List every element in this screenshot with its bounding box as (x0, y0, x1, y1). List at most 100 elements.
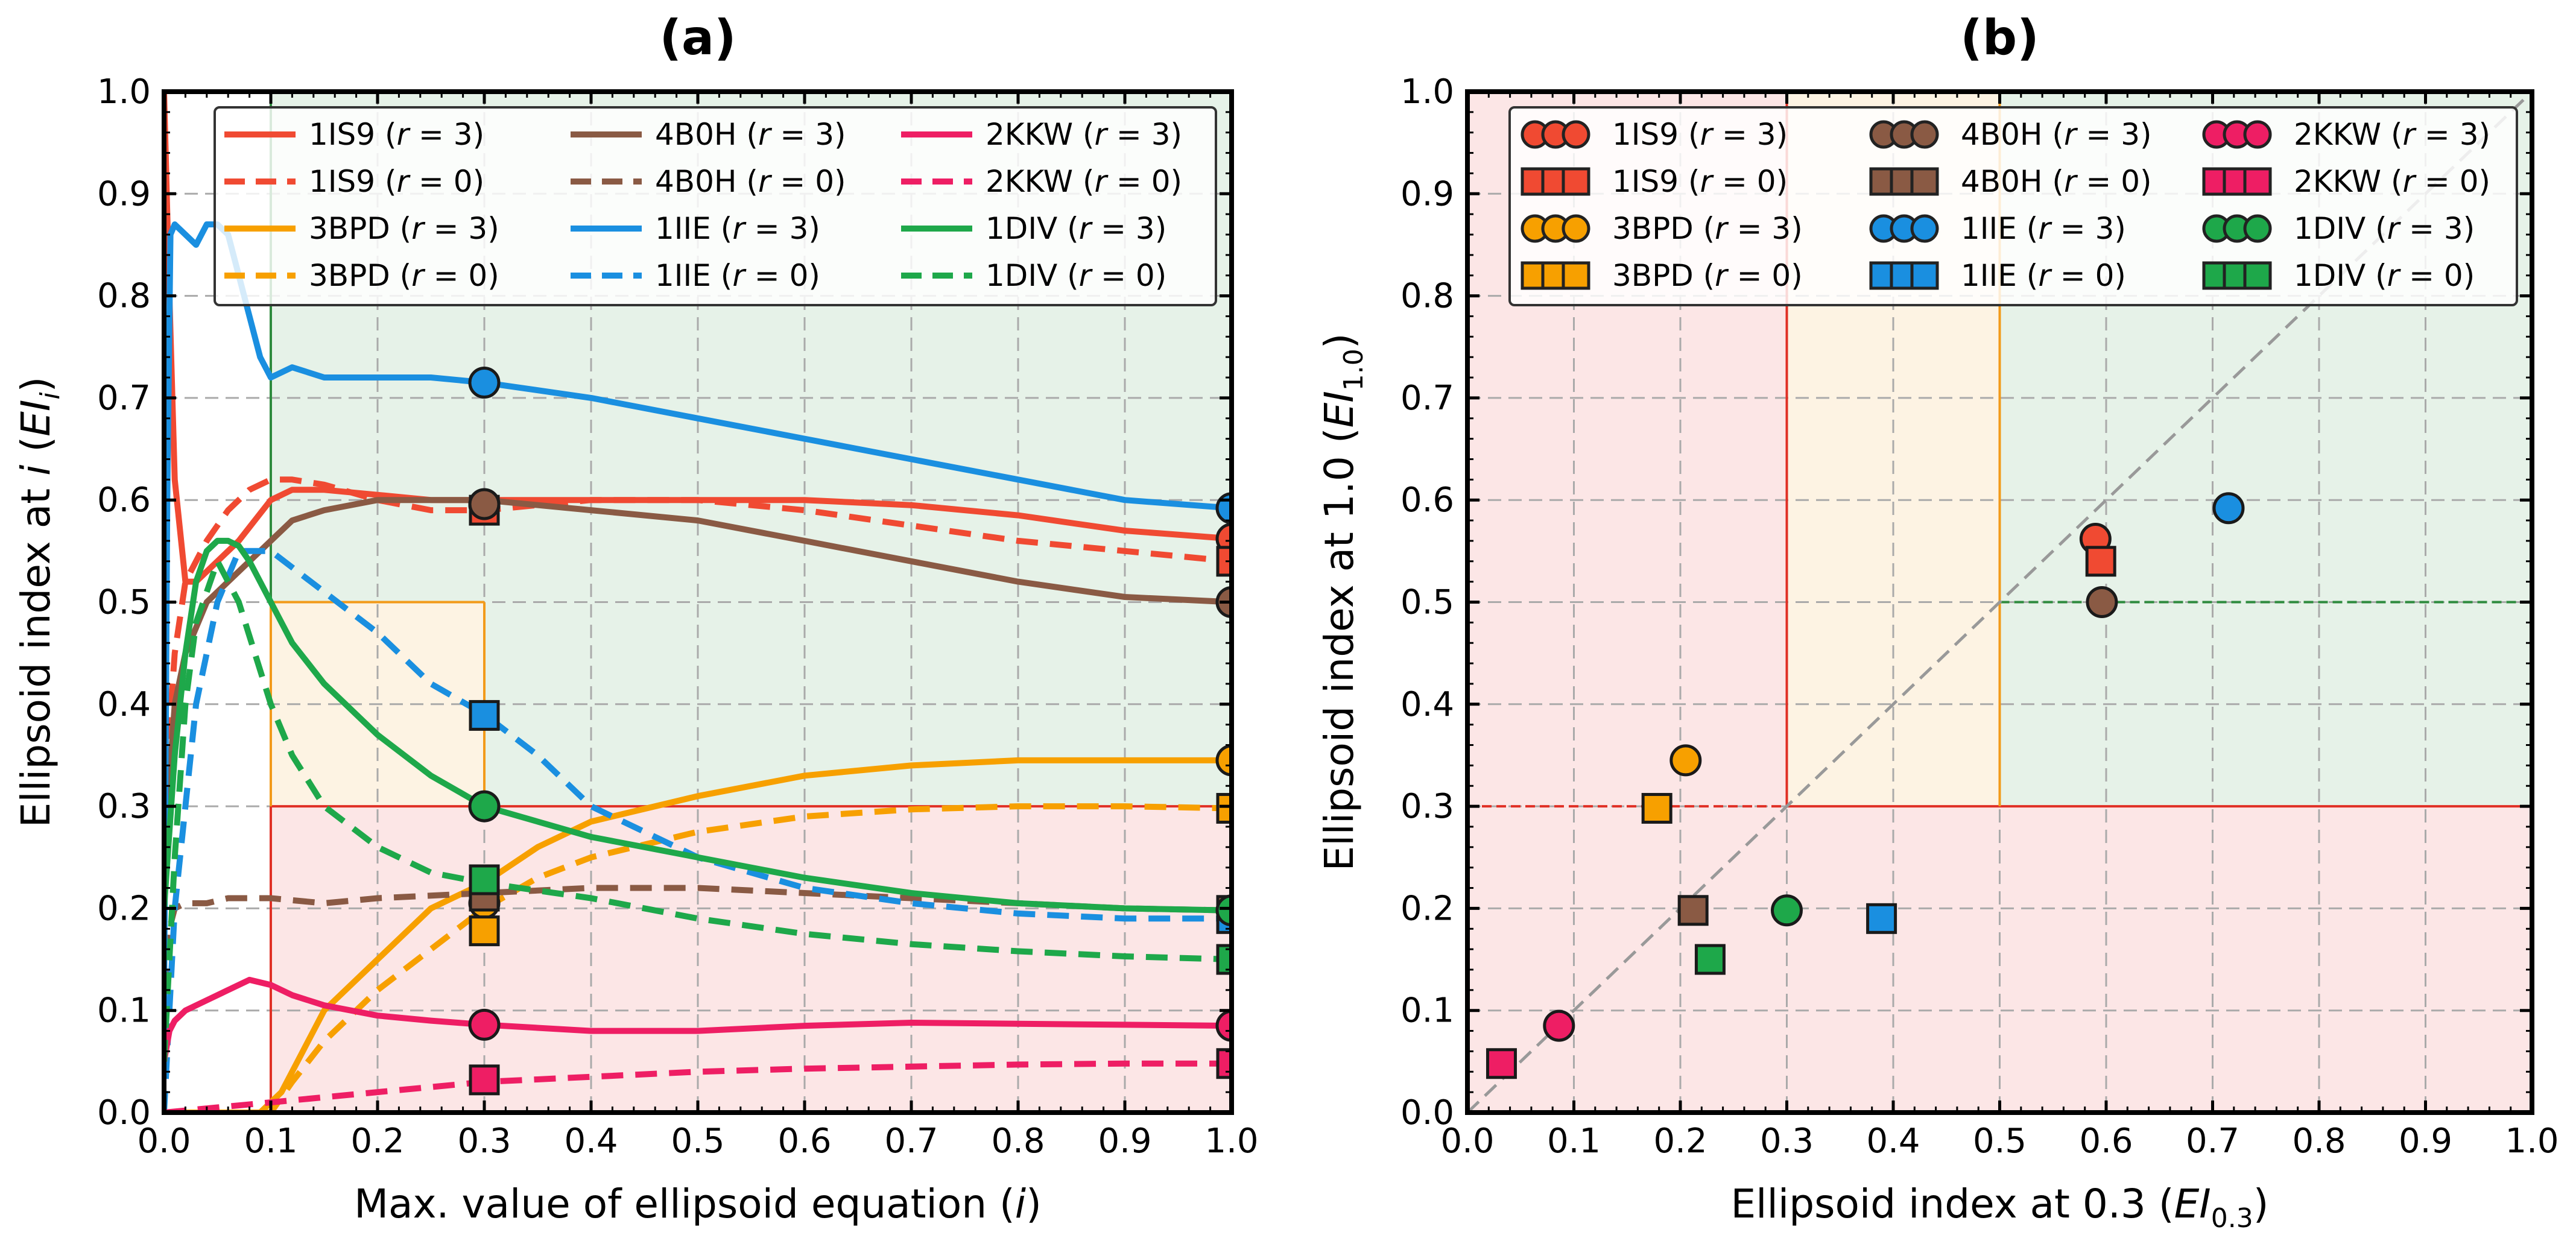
legend-swatch-1is9-r0 (1521, 167, 1590, 196)
legend-label: 4B0H (r = 3) (655, 117, 846, 152)
y-tick-label: 1.0 (1400, 72, 1454, 112)
marker-2kkw-r0 (469, 1064, 500, 1096)
legend-box (1508, 106, 2518, 306)
panel-b: 0.0 0.1 0.2 0.3 0.4 0.5 0.6 0.7 0.8 0.9 1.0 0.0 0.1 0… (1316, 10, 2559, 1234)
y-tick-label: 0.4 (97, 685, 151, 724)
y-tick-label: 0.2 (97, 889, 151, 928)
legend-label: 3BPD (r = 0) (309, 258, 499, 293)
x-tick-label: 0.9 (1098, 1122, 1151, 1161)
marker-2kkw-r3 (1215, 1009, 1232, 1042)
series-line-1is9-r0 (164, 476, 1232, 807)
ticks (1466, 90, 2534, 1114)
point-4b0h-r3 (2086, 586, 2118, 618)
marker-1div-r0 (1216, 944, 1232, 975)
series-line-1div-r3 (164, 537, 1232, 914)
legend-swatch-2kkw-r3 (2202, 120, 2272, 149)
y-tick-label: 0.8 (97, 277, 151, 316)
marker-1div-r3 (1215, 894, 1232, 927)
legend-label: 2KKW (r = 0) (986, 164, 1182, 199)
x-tick-label: 1.0 (2505, 1122, 2559, 1161)
x-tick-label: 0.4 (1866, 1122, 1920, 1161)
legend-label: 4B0H (r = 3) (1961, 117, 2152, 152)
y-tick-label: 0.2 (1400, 889, 1454, 928)
legend-box (214, 106, 1217, 306)
y-tick-label: 0.8 (1400, 277, 1454, 316)
x-tick-label: 0.1 (1547, 1122, 1601, 1161)
series-line-1iie-r0 (164, 548, 1232, 1113)
legend-swatch-4b0h-r3 (1869, 120, 1939, 149)
marker-1div-r3 (468, 790, 501, 823)
legend-label: 1IS9 (r = 0) (1612, 164, 1788, 199)
marker-4b0h-r3 (468, 488, 501, 520)
x-tick-label: 0.3 (457, 1122, 511, 1161)
legend-label: 4B0H (r = 0) (655, 164, 846, 199)
legend: 1IS9 (r = 3) 4B0H (r = 3) 2KKW (r = 3) 1IS9… (1508, 106, 2518, 306)
legend-label: 1IS9 (r = 3) (1612, 117, 1788, 152)
x-tick-label: 0.0 (1440, 1122, 1494, 1161)
x-tick-label: 0.2 (1653, 1122, 1707, 1161)
marker-3bpd-r0 (1216, 792, 1232, 824)
panel-title: (a) (659, 10, 736, 66)
series-line-1iie-r3 (164, 221, 1232, 1011)
x-tick-label: 0.6 (2079, 1122, 2133, 1161)
point-1is9-r0 (2085, 546, 2116, 577)
y-tick-label: 0.3 (1400, 787, 1454, 826)
marker-2kkw-r0 (1216, 1048, 1232, 1079)
legend-swatch-1iie-r3 (1869, 214, 1939, 243)
point-1iie-r3 (2212, 492, 2245, 525)
legend-swatch-1div-r0 (2202, 261, 2272, 290)
legend-label: 1DIV (r = 3) (2294, 211, 2475, 246)
series-line-3bpd-r3 (164, 757, 1232, 1113)
legend-label: 3BPD (r = 3) (1612, 211, 1803, 246)
panel-a: 0.0 0.1 0.2 0.3 0.4 0.5 0.6 0.7 0.8 0.9 1.0 0.0 0.1 0… (13, 10, 1259, 1227)
x-axis-label: Ellipsoid index at 0.3 (EI0.3) (1730, 1181, 2268, 1234)
y-tick-label: 0.0 (97, 1093, 151, 1132)
identity-line (1466, 90, 2533, 1114)
y-tick-label: 0.3 (97, 787, 151, 826)
y-tick-label: 0.5 (97, 583, 151, 622)
x-tick-label: 0.3 (1760, 1122, 1814, 1161)
marker-1div-r0 (469, 864, 500, 895)
y-axis-label: Ellipsoid index at i (EIi) (13, 377, 66, 828)
y-tick-label: 0.1 (1400, 991, 1454, 1031)
marker-3bpd-r0 (469, 915, 500, 947)
series-line-1div-r0 (164, 558, 1232, 1062)
y-tick-label: 0.4 (1400, 685, 1454, 724)
legend-label: 1IS9 (r = 0) (309, 164, 484, 199)
legend-label: 1DIV (r = 0) (986, 258, 1166, 293)
x-tick-label: 1.0 (1204, 1122, 1258, 1161)
y-tick-label: 0.9 (97, 174, 151, 213)
legend-swatch-4b0h-r0 (1869, 167, 1939, 196)
point-1div-r3 (1771, 894, 1803, 927)
x-tick-label: 0.6 (777, 1122, 831, 1161)
x-tick-label: 0.8 (991, 1122, 1045, 1161)
y-tick-label: 0.6 (1400, 481, 1454, 520)
y-tick-label: 0.1 (97, 991, 151, 1031)
legend-swatch-3bpd-r3 (1521, 214, 1590, 243)
legend-label: 2KKW (r = 3) (2294, 117, 2490, 152)
y-tick-label: 0.7 (97, 379, 151, 418)
point-4b0h-r0 (1677, 895, 1709, 926)
y-tick-label: 0.6 (97, 481, 151, 520)
legend-label: 2KKW (r = 3) (986, 117, 1182, 152)
marker-2kkw-r3 (468, 1008, 501, 1041)
point-1iie-r0 (1866, 903, 1897, 934)
y-tick-label: 0.0 (1400, 1093, 1454, 1132)
y-tick-label: 1.0 (97, 72, 151, 112)
y-axis-label: Ellipsoid index at 1.0 (EI1.0) (1316, 333, 1369, 871)
x-tick-label: 0.7 (2186, 1122, 2239, 1161)
series-line-2kkw-r0 (164, 1060, 1232, 1113)
plot-area (164, 92, 1232, 1113)
series-line-3bpd-r0 (164, 803, 1232, 1113)
legend-label: 1DIV (r = 0) (2294, 258, 2475, 293)
legend-label: 1IIE (r = 3) (1961, 211, 2126, 246)
point-2kkw-r0 (1486, 1048, 1517, 1079)
point-2kkw-r3 (1543, 1009, 1575, 1042)
x-tick-label: 0.9 (2399, 1122, 2452, 1161)
legend-label: 1DIV (r = 3) (986, 211, 1166, 246)
marker-1iie-r3 (468, 367, 501, 399)
marker-1iie-r0 (469, 699, 500, 731)
legend-swatch-2kkw-r0 (2202, 167, 2272, 196)
legend-swatch-1div-r3 (2202, 214, 2272, 243)
